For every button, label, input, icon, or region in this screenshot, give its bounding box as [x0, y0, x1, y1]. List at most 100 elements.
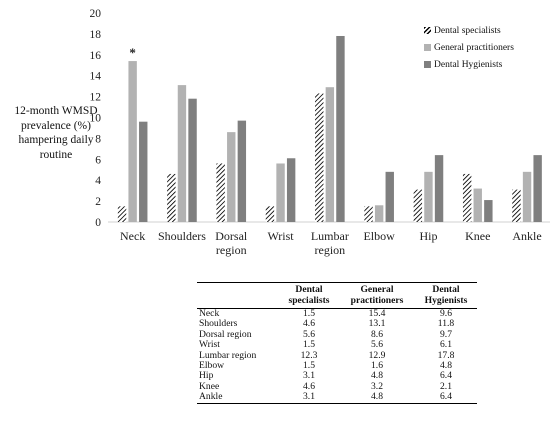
table-row: Wrist 1.5 5.6 6.1	[197, 339, 477, 351]
table-row: Shoulders 4.6 13.1 11.8	[197, 318, 477, 330]
legend-label: Dental specialists	[434, 25, 501, 36]
legend-item-general-practitioners: General practitioners	[424, 39, 514, 56]
table-cell: 6.1	[440, 339, 452, 351]
bar-dental-hygienists	[188, 98, 197, 222]
table-cell: 13.1	[368, 318, 386, 330]
table-cell: 15.4	[368, 308, 386, 319]
bar-general-practitioners	[424, 171, 433, 222]
legend-swatch	[424, 61, 431, 68]
y-tick-label: 2	[95, 196, 101, 208]
legend-swatch	[424, 44, 431, 51]
legend-label: Dental Hygienists	[434, 59, 503, 70]
table-row: Lumbar region 12.3 12.9 17.8	[197, 349, 477, 361]
x-tick-label: Shoulders	[158, 229, 206, 243]
table-row-label: Shoulders	[199, 318, 238, 330]
table-header-cell	[197, 282, 279, 309]
table-cell: 9.6	[440, 308, 452, 319]
table-row-label: Elbow	[199, 360, 225, 372]
bar-dental-specialists	[117, 206, 127, 222]
bar-dental-specialists	[462, 173, 472, 222]
bar-general-practitioners	[227, 132, 236, 222]
table-cell: 9.7	[440, 328, 452, 340]
table-cell: 6.4	[415, 392, 477, 404]
bar-dental-hygienists	[237, 120, 247, 222]
bar-dental-hygienists	[484, 200, 493, 222]
bar-dental-specialists	[216, 163, 225, 222]
x-tick-label: Wrist	[267, 229, 294, 243]
table-cell: 1.5	[303, 308, 315, 319]
bar-dental-hygienists	[139, 121, 148, 222]
table-header-cell: General practitioners	[339, 282, 415, 309]
y-tick-label: 4	[95, 175, 101, 187]
bar-dental-specialists	[315, 93, 324, 222]
table-row-label: Neck	[199, 308, 220, 319]
table-cell: 5.6	[303, 328, 315, 340]
y-tick-label: 12	[90, 92, 102, 104]
legend-item-dental-hygienists: Dental Hygienists	[424, 56, 514, 73]
bar-dental-specialists	[265, 206, 275, 222]
bar-dental-hygienists	[385, 171, 394, 222]
table-cell: 3.2	[371, 380, 383, 392]
bar-dental-specialists	[167, 173, 176, 222]
legend-item-dental-specialists: Dental specialists	[424, 22, 514, 39]
table-row: Neck 1.5 15.4 9.6	[197, 308, 477, 320]
x-tick-label: Lumbar region	[311, 229, 349, 257]
table-cell: 1.6	[371, 360, 383, 372]
table-row: Hip 3.1 4.8 6.4	[197, 370, 477, 382]
table-cell: 8.6	[371, 328, 383, 340]
y-tick-label: 10	[90, 113, 102, 125]
table-row-label: Ankle	[197, 392, 279, 404]
x-tick-label: Dorsal region	[215, 229, 248, 257]
y-tick-label: 14	[90, 71, 102, 83]
table-cell: 5.6	[371, 339, 383, 351]
bar-dental-hygienists	[286, 158, 296, 222]
table-cell: 4.6	[303, 380, 315, 392]
y-tick-label: 6	[95, 154, 101, 166]
bar-general-practitioners	[276, 163, 285, 222]
table-cell: 3.1	[303, 370, 315, 382]
y-tick-label: 20	[90, 8, 102, 20]
table-cell: 2.1	[440, 380, 452, 392]
table-row: Dorsal region 5.6 8.6 9.7	[197, 328, 477, 340]
table-row: Elbow 1.5 1.6 4.8	[197, 360, 477, 372]
bar-dental-specialists	[512, 189, 521, 222]
table-header-cell: Dental specialists	[279, 282, 339, 309]
bar-general-practitioners	[522, 171, 532, 222]
table-cell: 4.8	[371, 370, 383, 382]
table-cell: 6.4	[440, 370, 452, 382]
table-row-label: Knee	[199, 380, 220, 392]
table-cell: 12.3	[300, 349, 318, 361]
table-row-label: Wrist	[199, 339, 220, 351]
y-tick-label: 18	[90, 29, 102, 41]
legend-label: General practitioners	[434, 42, 514, 53]
bar-general-practitioners	[128, 61, 137, 222]
table-header-row: Dental specialists General practitioners…	[197, 282, 477, 309]
table-cell: 4.8	[440, 360, 452, 372]
x-tick-label: Elbow	[363, 229, 395, 243]
bar-dental-specialists	[413, 189, 423, 222]
table-cell: 4.8	[339, 392, 415, 404]
table-row: Ankle 3.1 4.8 6.4	[197, 392, 477, 404]
x-tick-label: Ankle	[512, 229, 541, 243]
bar-general-practitioners	[177, 85, 187, 222]
bar-dental-specialists	[364, 206, 373, 222]
y-tick-label: 16	[90, 50, 102, 62]
table-header-cell: Dental Hygienists	[415, 282, 477, 309]
table-row-label: Hip	[199, 370, 214, 382]
chart-legend: Dental specialists General practitioners…	[424, 22, 514, 73]
bar-general-practitioners	[374, 205, 384, 222]
table-cell: 1.5	[303, 339, 315, 351]
x-tick-label: Neck	[120, 229, 145, 243]
table-row-label: Lumbar region	[199, 349, 257, 361]
table-cell: 4.6	[303, 318, 315, 330]
table-cell: 1.5	[303, 360, 315, 372]
y-tick-label: 8	[95, 133, 101, 145]
data-table: Dental specialists General practitioners…	[197, 282, 477, 404]
bar-general-practitioners	[325, 87, 335, 222]
significance-asterisk: *	[129, 45, 136, 60]
bar-dental-hygienists	[336, 35, 345, 222]
bar-chart: 0 2 4 6 8 10 12 14 16 18 20 Neck Shoulders Dorsal reg…	[90, 8, 550, 257]
y-axis-label: 12-month WMSD prevalence (%) hampering d…	[14, 105, 98, 161]
bar-dental-hygienists	[434, 155, 444, 222]
x-tick-label: Knee	[465, 229, 490, 243]
